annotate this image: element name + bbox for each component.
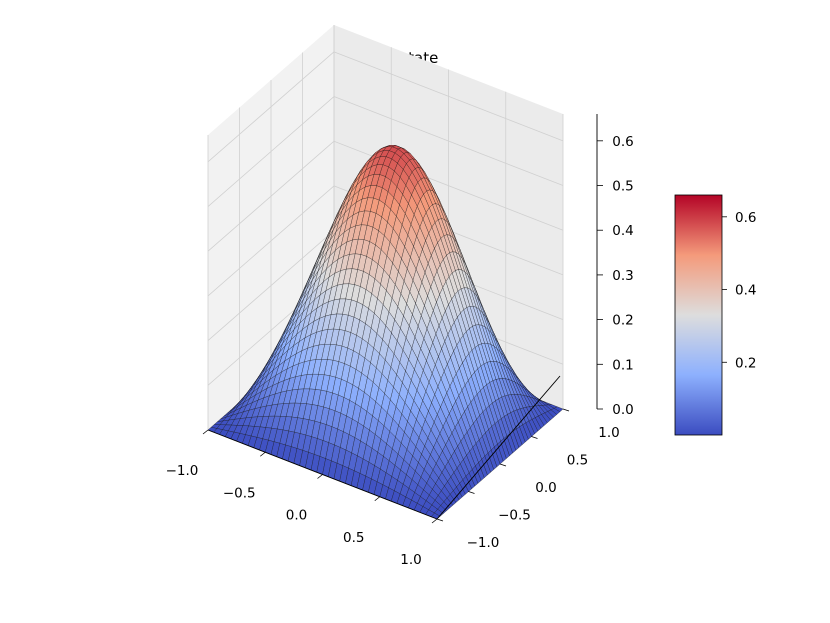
colorbar: 0.2 0.4 0.6 [674, 194, 756, 436]
x-tick-label: 1.0 [400, 552, 421, 568]
z-tick-label: 0.0 [612, 402, 633, 418]
y-tick [468, 491, 475, 494]
x-tick [431, 518, 438, 524]
gridline [207, 140, 335, 252]
x-tick-label: −1.0 [166, 463, 199, 479]
y-tick [436, 518, 444, 522]
z-tick-label: 0.3 [612, 268, 633, 284]
axis-ticks: −1.0−0.50.00.51.0−1.0−0.50.00.51.00.00.1… [166, 114, 634, 568]
y-tick-label: 0.0 [535, 480, 556, 496]
gridline [333, 51, 564, 142]
colorbar-tick-label: 0.2 [735, 355, 756, 371]
y-tick-label: 1.0 [598, 425, 619, 441]
y-tick-label: −0.5 [498, 508, 531, 524]
y-tick [531, 436, 538, 439]
gridline [333, 96, 564, 186]
y-tick-label: −1.0 [467, 535, 500, 551]
y-tick [562, 408, 570, 412]
x-axis-line [207, 429, 438, 520]
z-tick-label: 0.2 [612, 313, 633, 329]
x-tick-label: 0.0 [286, 508, 307, 524]
colorbar-gradient [674, 194, 723, 436]
z-tick-label: 0.5 [612, 179, 633, 195]
x-tick-label: 0.5 [343, 530, 364, 546]
gridline [207, 185, 335, 297]
gridline [207, 51, 335, 163]
x-tick [317, 474, 323, 479]
y-axis-line [436, 375, 561, 520]
x-tick [260, 451, 266, 457]
surface-plot [207, 145, 564, 520]
gridline [207, 230, 335, 341]
gridline [207, 96, 335, 207]
z-tick-label: 0.6 [612, 134, 633, 150]
colorbar-tick-label: 0.4 [735, 283, 756, 299]
z-tick-label: 0.4 [612, 223, 633, 239]
z-tick-label: 0.1 [612, 357, 633, 373]
y-tick [499, 463, 507, 467]
x-tick-label: −0.5 [223, 485, 256, 501]
x-tick [202, 429, 209, 435]
x-tick [374, 496, 380, 502]
colorbar-tick-label: 0.6 [735, 210, 756, 226]
y-tick-label: 0.5 [567, 453, 588, 469]
